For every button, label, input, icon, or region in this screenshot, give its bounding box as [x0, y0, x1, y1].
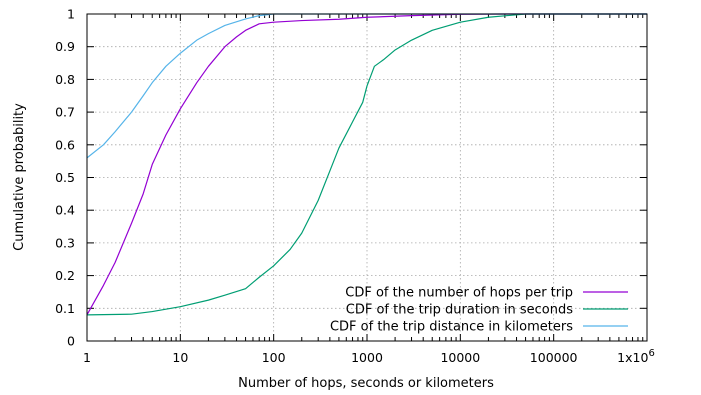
x-tick-label: 1000	[351, 350, 383, 365]
x-tick-label: 1	[83, 350, 91, 365]
plot-frame	[86, 13, 648, 342]
y-tick-labels: 0 0.1 0.2 0.3 0.4 0.5 0.6 0.7 0.8 0.9 1	[55, 7, 75, 349]
y-tick-label: 0.4	[55, 203, 75, 218]
y-tick-label: 0	[67, 334, 75, 349]
y-tick-label: 1	[67, 7, 75, 22]
series-line-3	[86, 13, 647, 159]
y-axis-label: Cumulative probability	[12, 103, 27, 251]
y-tick-label: 0.6	[55, 137, 75, 152]
series-lines	[86, 13, 647, 316]
x-tick-label: 100	[262, 350, 286, 365]
legend: CDF of the number of hops per trip CDF of…	[330, 286, 628, 335]
legend-label-3: CDF of the trip distance in kilometers	[330, 320, 573, 335]
x-tick-label-exponent: 6	[648, 348, 654, 359]
x-tick-label: 100000	[530, 350, 578, 365]
x-tick-labels: 1 10 100 1000 10000 100000 1x106	[83, 348, 655, 365]
y-tick-label: 0.8	[55, 72, 75, 87]
x-axis-label: Number of hops, seconds or kilometers	[238, 376, 494, 391]
legend-label-1: CDF of the number of hops per trip	[345, 286, 573, 301]
x-tick-label: 1x106	[617, 348, 655, 365]
x-tick-label: 10	[172, 350, 188, 365]
y-tick-label: 0.2	[55, 268, 75, 283]
y-tick-label: 0.5	[55, 170, 75, 185]
y-tick-label: 0.7	[55, 105, 75, 120]
series-line-1	[86, 13, 647, 316]
y-tick-label: 0.1	[55, 301, 75, 316]
legend-label-2: CDF of the trip duration in seconds	[346, 303, 573, 318]
grid-lines	[87, 14, 647, 341]
series-line-2	[86, 13, 647, 316]
x-tick-label: 10000	[440, 350, 480, 365]
y-tick-label: 0.9	[55, 39, 75, 54]
y-tick-label: 0.3	[55, 235, 75, 250]
